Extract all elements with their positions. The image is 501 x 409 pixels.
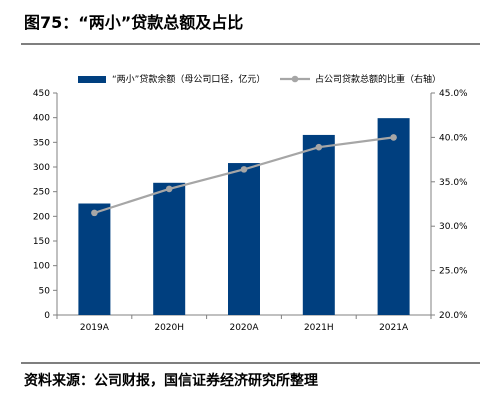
x-tick-label: 2020A — [229, 323, 259, 333]
y-right-tick-label: 35.0% — [439, 178, 468, 188]
y-right-tick-label: 45.0% — [439, 89, 468, 99]
share-point — [91, 209, 98, 217]
y-right-tick-label: 25.0% — [439, 267, 468, 277]
x-tick-label: 2020H — [154, 323, 184, 333]
y-right-tick-label: 40.0% — [439, 133, 468, 143]
x-tick-label: 2021H — [304, 323, 334, 333]
legend-bar-label: “两小”贷款余额（母公司口径，亿元） — [112, 73, 265, 85]
y-left-tick-label: 100 — [33, 262, 50, 272]
y-left-tick-label: 50 — [39, 286, 51, 296]
bar — [377, 118, 410, 315]
y-right-tick-label: 30.0% — [439, 222, 468, 232]
y-left-tick-label: 0 — [44, 311, 50, 321]
share-point — [165, 185, 173, 193]
bar — [302, 134, 335, 315]
share-point — [390, 134, 397, 141]
bar — [228, 163, 260, 315]
y-left-tick-label: 300 — [33, 163, 50, 173]
legend-line-label: 占公司贷款总额的比重（右轴） — [315, 73, 441, 85]
x-tick-label: 2019A — [80, 323, 110, 333]
bottom-rule — [21, 362, 480, 364]
y-left-tick-label: 250 — [33, 188, 50, 198]
y-left-tick-label: 400 — [33, 114, 50, 124]
y-left-tick-label: 150 — [33, 237, 50, 247]
top-rule — [21, 43, 480, 45]
bar — [78, 203, 111, 315]
source-note: 资料来源：公司财报，国信证券经济研究所整理 — [24, 373, 318, 389]
share-point — [315, 143, 323, 151]
y-left-tick-label: 350 — [33, 138, 50, 148]
y-right-tick-label: 20.0% — [439, 311, 468, 321]
legend-line-marker — [291, 75, 299, 83]
y-left-tick-label: 200 — [33, 212, 50, 222]
legend-bar-swatch — [78, 76, 106, 83]
share-point — [240, 166, 248, 173]
x-tick-label: 2021A — [379, 323, 409, 333]
y-left-tick-label: 450 — [33, 89, 50, 99]
figure-title: 图75：“两小”贷款总额及占比 — [24, 13, 244, 32]
bar — [153, 182, 186, 315]
